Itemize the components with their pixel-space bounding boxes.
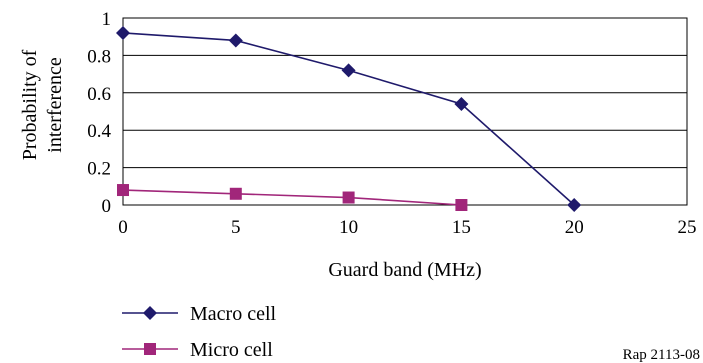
legend-label-micro-cell: Micro cell: [190, 339, 273, 361]
figure-credit: Rap 2113-08: [623, 347, 700, 363]
legend-item-macro-cell: Macro cell: [122, 303, 277, 325]
y-tick-label: 0: [102, 196, 112, 217]
legend-item-micro-cell: Micro cell: [122, 339, 273, 361]
legend-label-macro-cell: Macro cell: [190, 303, 277, 325]
legend-marker-micro-cell: [144, 343, 156, 355]
legend-marker-macro-cell: [143, 306, 157, 320]
y-axis-title-line-1: Probability of: [19, 49, 41, 160]
data-point-macro-cell: [228, 33, 243, 48]
y-tick-label: 0.2: [87, 159, 111, 180]
x-tick-label: 25: [678, 217, 697, 238]
x-axis-title: Guard band (MHz): [328, 259, 481, 281]
series-line-micro-cell: [122, 189, 462, 206]
y-tick-label: 0.8: [87, 46, 111, 67]
data-point-micro-cell: [229, 187, 242, 200]
legend: Macro cell Micro cell: [122, 303, 277, 361]
plot-frame: [122, 17, 688, 206]
data-point-micro-cell: [342, 191, 355, 204]
data-point-macro-cell: [341, 63, 356, 78]
data-point-macro-cell: [454, 97, 469, 112]
data-point-micro-cell: [455, 199, 468, 211]
data-point-macro-cell: [567, 198, 582, 212]
series-macro-cell: [116, 25, 582, 212]
y-tick-label: 0.6: [87, 84, 111, 105]
y-axis-title-line-2: interference: [44, 57, 66, 153]
x-tick-labels: 0 5 10 15 20 25: [118, 217, 696, 238]
y-tick-label: 1: [102, 9, 112, 30]
data-point-macro-cell: [116, 25, 130, 40]
series-line-macro-cell: [122, 32, 575, 206]
y-tick-label: 0.4: [87, 121, 111, 142]
data-point-micro-cell: [117, 184, 129, 197]
series-layer: [116, 25, 582, 212]
grid-lines: [123, 17, 687, 206]
x-tick-label: 20: [565, 217, 584, 238]
x-tick-label: 5: [231, 217, 241, 238]
x-tick-label: 0: [118, 217, 128, 238]
x-tick-label: 10: [339, 217, 358, 238]
y-tick-labels: 0 0.2 0.4 0.6 0.8 1: [87, 9, 111, 217]
series-micro-cell: [117, 184, 468, 211]
x-tick-label: 15: [452, 217, 471, 238]
